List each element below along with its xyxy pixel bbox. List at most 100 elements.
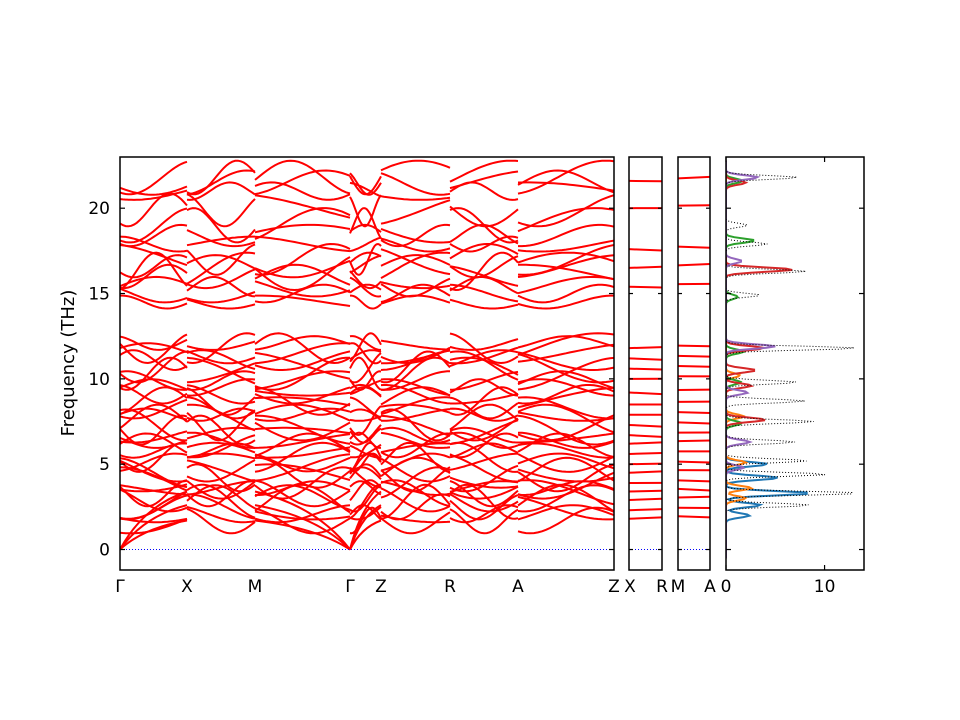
band-line <box>517 207 614 233</box>
band-line <box>449 205 519 228</box>
band-line <box>518 432 614 444</box>
band-line <box>450 392 519 405</box>
band-line <box>380 281 451 290</box>
band-line <box>186 349 256 370</box>
band-line <box>120 235 188 253</box>
band-line <box>380 172 451 196</box>
band-line <box>380 431 451 449</box>
band-line <box>517 480 614 497</box>
x-tick-label: Z <box>375 577 387 597</box>
band-line <box>517 396 614 420</box>
band-line <box>349 405 382 436</box>
band-line <box>349 335 381 351</box>
band-line <box>517 351 614 371</box>
band-line <box>254 432 351 457</box>
band-line <box>449 275 519 295</box>
band-line <box>380 452 451 472</box>
band-line <box>349 466 382 480</box>
band-line <box>629 508 662 512</box>
band-line <box>380 346 451 365</box>
band-line <box>120 407 188 421</box>
band-line <box>449 485 519 500</box>
band-line <box>254 441 351 473</box>
band-line <box>449 159 519 183</box>
band-line <box>186 243 256 276</box>
band-line <box>517 468 614 483</box>
band-line <box>254 256 351 292</box>
band-line <box>449 283 519 303</box>
acoustic-branch <box>120 504 188 551</box>
band-line <box>380 487 451 513</box>
band-curves-m-a <box>678 175 710 519</box>
band-line <box>449 243 519 260</box>
y-ticks-x-r <box>629 207 662 551</box>
band-line <box>449 170 519 190</box>
band-line <box>629 285 662 289</box>
band-line <box>349 207 382 240</box>
band-line <box>254 433 351 449</box>
band-line <box>629 265 662 269</box>
x-tick-label: A <box>512 577 524 597</box>
band-line <box>349 251 382 264</box>
x-tick-label: R <box>444 577 456 597</box>
band-line <box>254 484 351 511</box>
band-line <box>349 270 382 290</box>
band-line <box>349 332 382 363</box>
band-line <box>120 333 188 365</box>
band-line <box>186 480 256 496</box>
band-line <box>186 349 256 365</box>
band-line <box>629 357 662 361</box>
panel-frame-dos <box>725 156 865 571</box>
band-line <box>380 283 451 303</box>
band-line <box>254 242 351 276</box>
band-line <box>449 508 519 535</box>
band-line <box>380 277 451 298</box>
band-line <box>254 421 351 442</box>
band-line <box>254 396 351 407</box>
band-line <box>120 350 188 384</box>
band-line <box>629 391 662 396</box>
band-line <box>186 484 256 510</box>
y-tick-label: 10 <box>88 370 110 390</box>
band-line <box>120 349 188 372</box>
band-line <box>517 384 614 405</box>
band-line <box>254 235 351 253</box>
band-line <box>449 483 519 520</box>
band-line <box>517 159 614 195</box>
band-line <box>120 452 188 472</box>
band-line <box>678 175 710 180</box>
band-line <box>517 403 614 434</box>
band-line <box>120 294 188 310</box>
band-line <box>254 456 351 489</box>
band-line <box>517 294 614 310</box>
band-line <box>517 452 614 470</box>
band-line <box>186 384 256 405</box>
band-line <box>186 356 256 385</box>
band-curves-main <box>120 159 614 551</box>
x-tick-label: Γ <box>345 577 355 597</box>
band-line <box>186 207 256 244</box>
band-line <box>381 408 451 422</box>
band-line <box>629 452 662 455</box>
band-line <box>380 159 451 172</box>
band-line <box>349 276 382 298</box>
band-line <box>186 434 256 459</box>
band-line <box>254 389 351 397</box>
dos-series-line <box>726 160 755 559</box>
band-line <box>186 387 256 416</box>
band-line <box>449 332 519 365</box>
band-line <box>449 441 519 473</box>
band-line <box>678 479 710 483</box>
x-tick-label-x: X <box>624 577 636 597</box>
band-line <box>349 424 382 446</box>
band-line <box>678 411 710 414</box>
band-line <box>254 332 351 365</box>
band-line <box>254 356 350 391</box>
band-line <box>186 276 256 298</box>
band-line <box>518 223 614 248</box>
acoustic-branch <box>254 519 351 551</box>
x-tick-label: M <box>248 577 263 597</box>
panel-frame-m-a <box>677 156 711 571</box>
x-tick-label-r: R <box>656 577 668 597</box>
